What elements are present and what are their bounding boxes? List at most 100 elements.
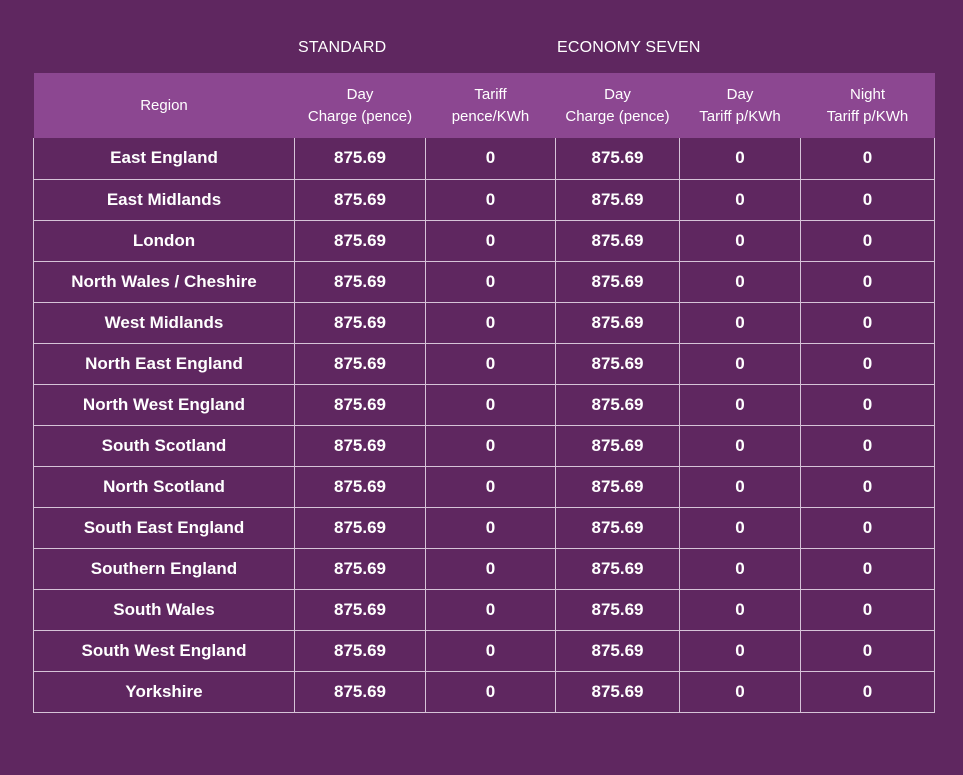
header-line: Tariff p/KWh bbox=[826, 107, 909, 125]
standard-tariff-cell: 0 bbox=[425, 588, 556, 631]
table-header: Region Day Charge (pence) Tariff pence/K… bbox=[33, 73, 935, 138]
economy-night-tariff-cell: 0 bbox=[800, 506, 935, 549]
standard-day-charge-cell: 875.69 bbox=[294, 342, 426, 385]
economy-night-tariff-cell: 0 bbox=[800, 138, 935, 180]
economy-day-tariff-cell: 0 bbox=[679, 629, 801, 672]
table-row: North Wales / Cheshire 875.69 0 875.69 0… bbox=[33, 260, 935, 303]
economy-seven-group-label: ECONOMY SEVEN bbox=[557, 39, 701, 56]
region-cell: Yorkshire bbox=[33, 670, 295, 713]
economy-night-tariff-cell: 0 bbox=[800, 301, 935, 344]
economy-day-charge-cell: 875.69 bbox=[555, 506, 680, 549]
economy-day-tariff-cell: 0 bbox=[679, 383, 801, 426]
economy-day-tariff-cell: 0 bbox=[679, 547, 801, 590]
table-row: North West England 875.69 0 875.69 0 0 bbox=[33, 383, 935, 426]
economy-night-tariff-cell: 0 bbox=[800, 629, 935, 672]
economy-night-tariff-cell: 0 bbox=[800, 547, 935, 590]
economy-night-tariff-cell: 0 bbox=[800, 383, 935, 426]
economy-day-charge-cell: 875.69 bbox=[555, 588, 680, 631]
economy-night-tariff-cell: 0 bbox=[800, 178, 935, 221]
standard-day-charge-cell: 875.69 bbox=[294, 424, 426, 467]
economy-day-charge-cell: 875.69 bbox=[555, 301, 680, 344]
standard-day-charge-cell: 875.69 bbox=[294, 138, 426, 180]
header-region-label: Region bbox=[140, 96, 188, 114]
table-row: West Midlands 875.69 0 875.69 0 0 bbox=[33, 301, 935, 344]
economy-night-tariff-cell: 0 bbox=[800, 465, 935, 508]
table-row: East Midlands 875.69 0 875.69 0 0 bbox=[33, 178, 935, 221]
standard-tariff-cell: 0 bbox=[425, 465, 556, 508]
economy-night-tariff-cell: 0 bbox=[800, 588, 935, 631]
header-economy-day-tariff: Day Tariff p/KWh bbox=[680, 73, 801, 138]
economy-day-tariff-cell: 0 bbox=[679, 424, 801, 467]
standard-tariff-cell: 0 bbox=[425, 629, 556, 672]
economy-day-tariff-cell: 0 bbox=[679, 301, 801, 344]
standard-tariff-cell: 0 bbox=[425, 301, 556, 344]
economy-day-charge-cell: 875.69 bbox=[555, 178, 680, 221]
standard-tariff-cell: 0 bbox=[425, 383, 556, 426]
standard-day-charge-cell: 875.69 bbox=[294, 506, 426, 549]
header-line: Tariff p/KWh bbox=[699, 107, 781, 125]
table-row: East England 875.69 0 875.69 0 0 bbox=[33, 138, 935, 180]
economy-day-charge-cell: 875.69 bbox=[555, 342, 680, 385]
standard-day-charge-cell: 875.69 bbox=[294, 588, 426, 631]
standard-tariff-cell: 0 bbox=[425, 138, 556, 180]
table-row: South Scotland 875.69 0 875.69 0 0 bbox=[33, 424, 935, 467]
header-line: Day bbox=[604, 85, 631, 103]
economy-day-tariff-cell: 0 bbox=[679, 588, 801, 631]
table-row: North East England 875.69 0 875.69 0 0 bbox=[33, 342, 935, 385]
economy-day-tariff-cell: 0 bbox=[679, 506, 801, 549]
standard-tariff-cell: 0 bbox=[425, 506, 556, 549]
standard-tariff-cell: 0 bbox=[425, 547, 556, 590]
region-cell: London bbox=[33, 219, 295, 262]
economy-day-charge-cell: 875.69 bbox=[555, 219, 680, 262]
standard-tariff-cell: 0 bbox=[425, 178, 556, 221]
table-row: South West England 875.69 0 875.69 0 0 bbox=[33, 629, 935, 672]
table-row: South Wales 875.69 0 875.69 0 0 bbox=[33, 588, 935, 631]
economy-day-charge-cell: 875.69 bbox=[555, 424, 680, 467]
standard-day-charge-cell: 875.69 bbox=[294, 383, 426, 426]
region-cell: North Wales / Cheshire bbox=[33, 260, 295, 303]
standard-tariff-cell: 0 bbox=[425, 260, 556, 303]
standard-day-charge-cell: 875.69 bbox=[294, 465, 426, 508]
economy-day-charge-cell: 875.69 bbox=[555, 383, 680, 426]
header-economy-day-charge: Day Charge (pence) bbox=[556, 73, 680, 138]
economy-night-tariff-cell: 0 bbox=[800, 219, 935, 262]
standard-day-charge-cell: 875.69 bbox=[294, 219, 426, 262]
region-cell: East Midlands bbox=[33, 178, 295, 221]
economy-day-tariff-cell: 0 bbox=[679, 178, 801, 221]
region-cell: South Wales bbox=[33, 588, 295, 631]
economy-night-tariff-cell: 0 bbox=[800, 670, 935, 713]
standard-day-charge-cell: 875.69 bbox=[294, 547, 426, 590]
table-row: London 875.69 0 875.69 0 0 bbox=[33, 219, 935, 262]
table-body: East England 875.69 0 875.69 0 0 East Mi… bbox=[33, 138, 935, 713]
region-cell: West Midlands bbox=[33, 301, 295, 344]
standard-day-charge-cell: 875.69 bbox=[294, 629, 426, 672]
economy-day-tariff-cell: 0 bbox=[679, 138, 801, 180]
economy-day-charge-cell: 875.69 bbox=[555, 629, 680, 672]
region-cell: South West England bbox=[33, 629, 295, 672]
table-row: South East England 875.69 0 875.69 0 0 bbox=[33, 506, 935, 549]
region-cell: North East England bbox=[33, 342, 295, 385]
economy-day-charge-cell: 875.69 bbox=[555, 138, 680, 180]
standard-day-charge-cell: 875.69 bbox=[294, 301, 426, 344]
header-economy-night-tariff: Night Tariff p/KWh bbox=[801, 73, 935, 138]
table-row: Southern England 875.69 0 875.69 0 0 bbox=[33, 547, 935, 590]
standard-tariff-cell: 0 bbox=[425, 670, 556, 713]
header-standard-tariff: Tariff pence/KWh bbox=[426, 73, 556, 138]
header-region: Region bbox=[34, 73, 295, 138]
economy-day-tariff-cell: 0 bbox=[679, 670, 801, 713]
header-line: Day bbox=[346, 85, 374, 103]
region-cell: Southern England bbox=[33, 547, 295, 590]
table-row: Yorkshire 875.69 0 875.69 0 0 bbox=[33, 670, 935, 713]
economy-night-tariff-cell: 0 bbox=[800, 260, 935, 303]
region-cell: East England bbox=[33, 138, 295, 180]
standard-day-charge-cell: 875.69 bbox=[294, 260, 426, 303]
tariff-table: Region Day Charge (pence) Tariff pence/K… bbox=[33, 73, 935, 713]
economy-day-tariff-cell: 0 bbox=[679, 219, 801, 262]
region-cell: South East England bbox=[33, 506, 295, 549]
header-line: Night bbox=[849, 85, 886, 103]
header-line: Tariff bbox=[474, 85, 507, 103]
header-line: Charge (pence) bbox=[565, 107, 670, 125]
table-row: North Scotland 875.69 0 875.69 0 0 bbox=[33, 465, 935, 508]
region-cell: North Scotland bbox=[33, 465, 295, 508]
economy-day-charge-cell: 875.69 bbox=[555, 670, 680, 713]
